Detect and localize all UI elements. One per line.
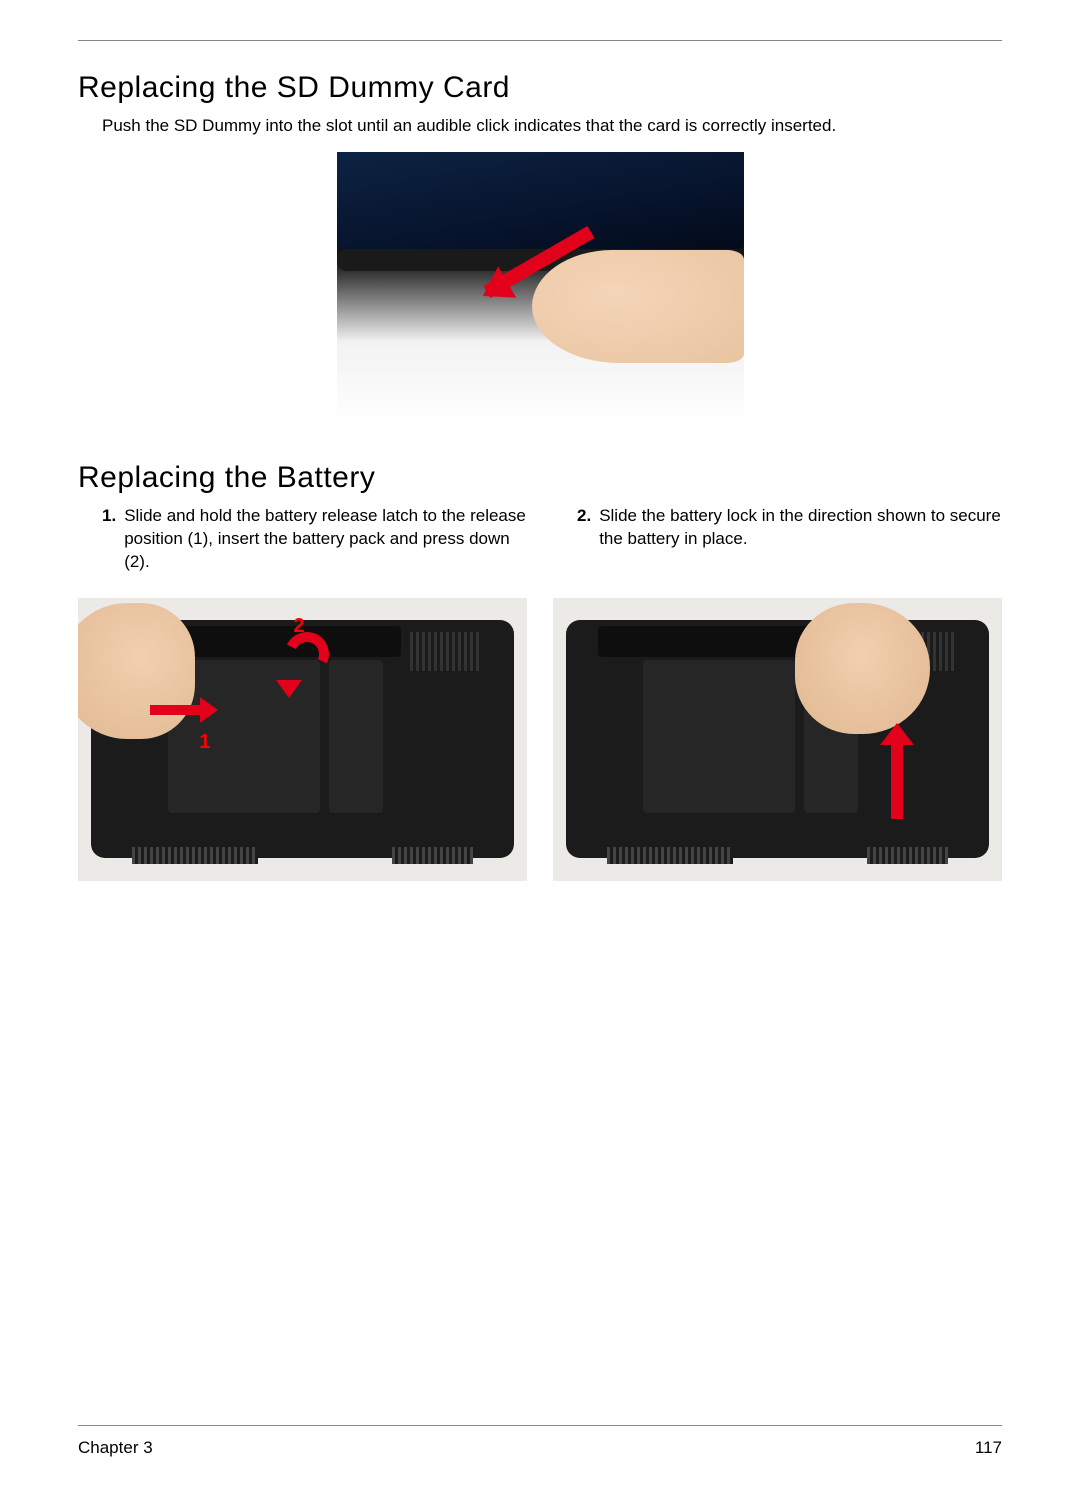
- step-1-num: 1.: [102, 505, 116, 574]
- arrow-1-icon: [150, 705, 202, 715]
- laptop-grill1-shape: [607, 847, 733, 864]
- content-area: Replacing the SD Dummy Card Push the SD …: [78, 41, 1002, 881]
- sd-arrow-icon: [487, 285, 607, 299]
- battery-image-2: [553, 598, 1002, 881]
- battery-col-2: 2. Slide the battery lock in the directi…: [553, 505, 1002, 592]
- laptop-panel2-shape: [329, 660, 383, 813]
- section1-instruction: Push the SD Dummy into the slot until an…: [102, 115, 1002, 138]
- battery-images-row: 1 2: [78, 598, 1002, 881]
- battery-image-2-wrap: [553, 598, 1002, 881]
- laptop-panel-shape: [643, 660, 796, 813]
- section1-image-wrap: [78, 152, 1002, 423]
- step-2-num: 2.: [577, 505, 591, 551]
- sd-dummy-image: [337, 152, 744, 423]
- arrow-up-icon: [891, 741, 903, 819]
- arrow-2-head-icon: [276, 680, 302, 698]
- footer-page: 117: [975, 1438, 1002, 1458]
- page-footer: Chapter 3 117: [78, 1425, 1002, 1458]
- laptop-grill2-shape: [867, 847, 948, 864]
- section2-heading: Replacing the Battery: [78, 461, 1002, 495]
- hand-shape: [795, 603, 930, 733]
- battery-image-1-wrap: 1 2: [78, 598, 527, 881]
- footer-chapter: Chapter 3: [78, 1438, 153, 1458]
- step-1: 1. Slide and hold the battery release la…: [102, 505, 527, 574]
- battery-steps-row: 1. Slide and hold the battery release la…: [78, 505, 1002, 592]
- hand-shape: [78, 603, 195, 739]
- step-1-text: Slide and hold the battery release latch…: [124, 505, 527, 574]
- battery-col-1: 1. Slide and hold the battery release la…: [78, 505, 527, 592]
- laptop-vent-shape: [410, 632, 482, 672]
- sd-hand-shape: [532, 250, 744, 364]
- laptop-grill2-shape: [392, 847, 473, 864]
- section1-heading: Replacing the SD Dummy Card: [78, 71, 1002, 105]
- step-2: 2. Slide the battery lock in the directi…: [577, 505, 1002, 551]
- marker-1: 1: [199, 731, 210, 754]
- marker-2: 2: [294, 615, 305, 638]
- battery-image-1: 1 2: [78, 598, 527, 881]
- step-2-text: Slide the battery lock in the direction …: [599, 505, 1002, 551]
- laptop-grill1-shape: [132, 847, 258, 864]
- page-frame: Replacing the SD Dummy Card Push the SD …: [78, 40, 1002, 1452]
